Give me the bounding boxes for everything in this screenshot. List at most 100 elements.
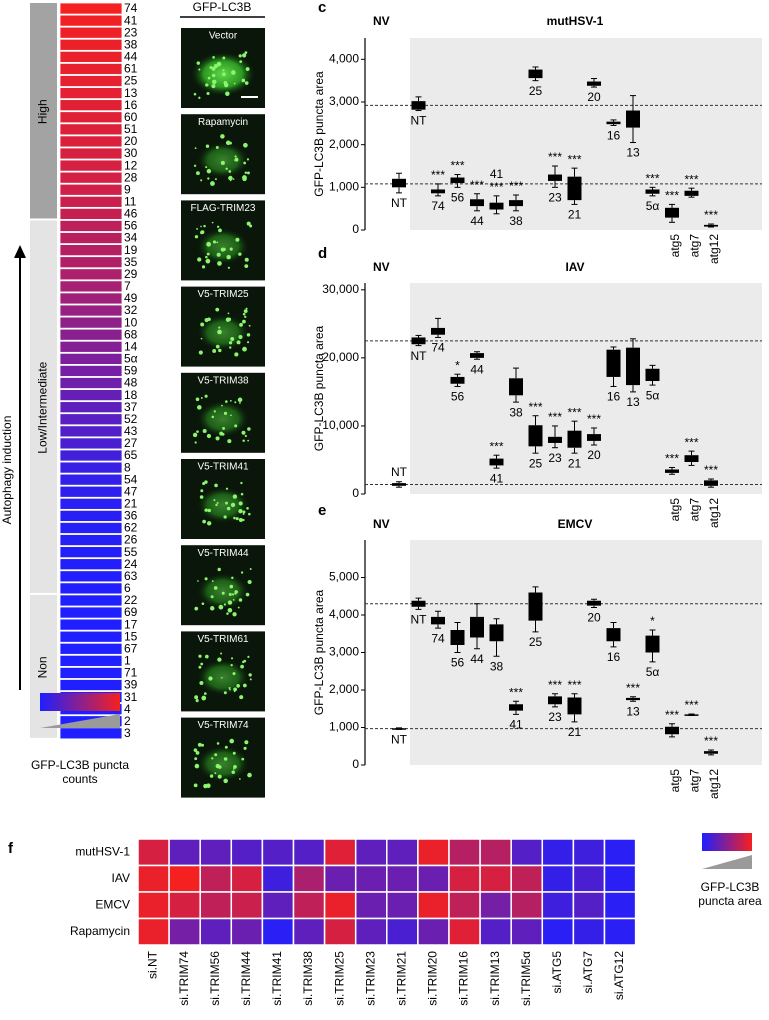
- heat-cell: [59, 268, 123, 281]
- y-tick-label: 0: [352, 222, 359, 236]
- heat-cell: [59, 667, 123, 679]
- row-label: 55: [124, 545, 138, 559]
- column-label: si.TRIM41: [270, 951, 284, 1006]
- legend-title: GFP-LC3B puncta counts: [30, 758, 130, 786]
- heat-cell: [59, 280, 123, 293]
- row-label: 8: [124, 460, 131, 474]
- puncta: [232, 751, 236, 755]
- heat-cell: [59, 232, 123, 245]
- puncta: [211, 221, 214, 224]
- puncta: [217, 765, 222, 769]
- heat-cell: [59, 461, 123, 474]
- box: [626, 347, 640, 386]
- puncta: [195, 699, 199, 703]
- heat-cell: [59, 75, 123, 87]
- puncta: [245, 592, 250, 597]
- puncta: [230, 414, 232, 417]
- column-label: si.TRIM16: [457, 951, 471, 1006]
- heat-cell: [59, 534, 123, 547]
- heat-cell: [59, 123, 123, 136]
- x-label: 16: [607, 129, 621, 143]
- puncta: [232, 612, 237, 617]
- puncta: [225, 91, 230, 97]
- x-label: 44: [470, 362, 484, 376]
- puncta: [234, 401, 237, 404]
- puncta: [227, 266, 230, 269]
- box: [684, 714, 699, 716]
- puncta: [234, 352, 239, 357]
- puncta: [235, 517, 239, 521]
- y-tick-label: 3,000: [329, 94, 359, 108]
- puncta: [217, 657, 222, 662]
- puncta: [203, 692, 207, 695]
- puncta: [234, 424, 238, 428]
- x-label: 38: [490, 659, 504, 673]
- puncta: [221, 404, 223, 407]
- puncta: [211, 79, 217, 85]
- heat-cell: [230, 891, 264, 920]
- puncta: [211, 84, 216, 89]
- row-label: 61: [124, 62, 138, 76]
- puncta: [216, 241, 219, 244]
- puncta: [246, 333, 251, 337]
- puncta: [244, 434, 247, 438]
- row-label: 37: [124, 400, 138, 414]
- heat-cell: [510, 891, 544, 920]
- puncta: [208, 676, 213, 681]
- row-label: 65: [124, 448, 138, 462]
- puncta: [220, 134, 225, 139]
- row-label: 49: [124, 291, 138, 305]
- puncta: [243, 746, 247, 750]
- significance: ***: [684, 172, 698, 186]
- heat-cell: [386, 864, 419, 893]
- puncta: [200, 397, 203, 399]
- significance: ***: [489, 180, 503, 194]
- puncta: [234, 590, 238, 594]
- box: [548, 696, 562, 705]
- heat-cell: [292, 864, 326, 893]
- x-label: 20: [587, 90, 601, 104]
- puncta: [242, 319, 246, 324]
- puncta: [193, 164, 197, 167]
- y-tick-label: 20,000: [322, 350, 359, 364]
- puncta: [239, 60, 243, 64]
- heat-cell: [448, 917, 481, 946]
- puncta: [225, 140, 231, 146]
- heat-cell: [59, 2, 123, 15]
- puncta: [220, 247, 225, 252]
- x-label: atg5: [668, 498, 682, 522]
- box: [411, 101, 426, 110]
- x-label: 25: [529, 456, 543, 470]
- heat-cell: [292, 917, 326, 946]
- box: [626, 697, 640, 701]
- y-tick-label: 30,000: [322, 282, 359, 296]
- puncta: [239, 695, 244, 700]
- puncta: [197, 405, 202, 410]
- row-label: 9: [124, 182, 131, 196]
- region-label: NV: [373, 260, 390, 274]
- row-label: 12: [124, 158, 138, 172]
- heat-cell: [541, 891, 575, 920]
- puncta: [229, 346, 232, 349]
- heat-cell: [479, 917, 512, 946]
- heat-cell: [59, 582, 123, 595]
- significance: ***: [567, 678, 581, 692]
- x-label: 13: [626, 395, 640, 409]
- puncta: [205, 258, 211, 264]
- puncta: [238, 334, 243, 339]
- box: [704, 751, 718, 754]
- puncta: [226, 506, 231, 511]
- x-label: atg7: [688, 498, 702, 522]
- puncta: [193, 748, 198, 752]
- puncta: [194, 235, 199, 239]
- puncta: [213, 586, 218, 590]
- row-label: mutHSV-1: [75, 844, 130, 858]
- legend-bar: [702, 833, 752, 851]
- group-label: High: [36, 99, 50, 124]
- puncta: [227, 312, 230, 315]
- puncta: [217, 329, 222, 335]
- heat-cell: [59, 473, 123, 486]
- puncta: [226, 612, 229, 615]
- heat-cell: [510, 838, 544, 867]
